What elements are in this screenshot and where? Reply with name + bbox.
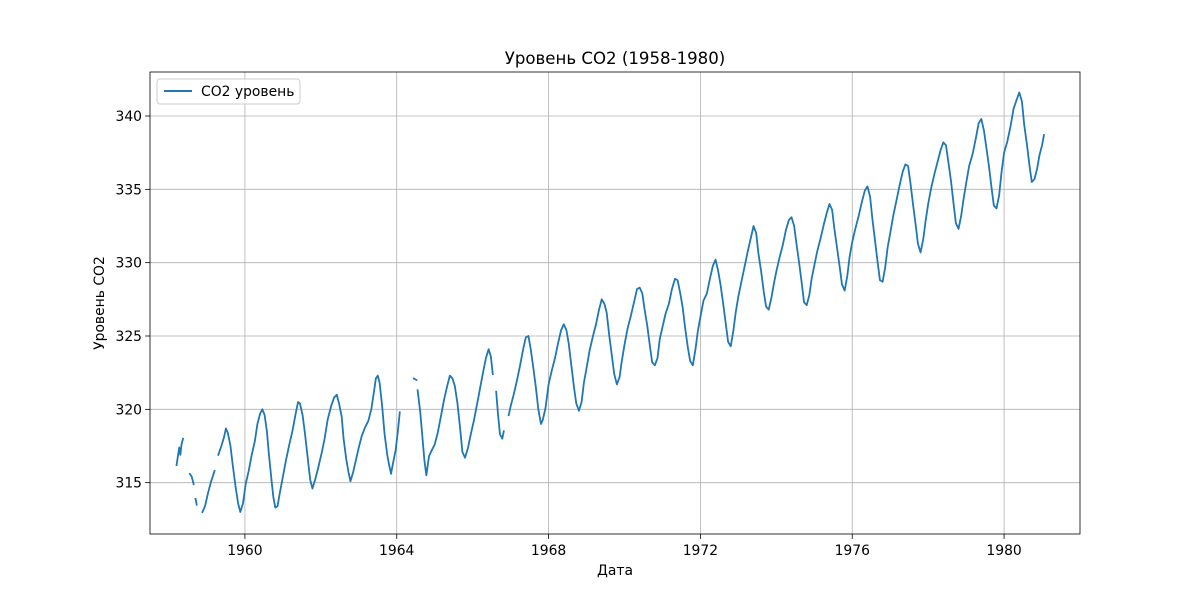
x-tick-label: 1972 bbox=[683, 543, 718, 559]
legend: CO2 уровень bbox=[156, 78, 301, 105]
x-tick-label: 1968 bbox=[531, 543, 566, 559]
y-axis-label: Уровень CO2 bbox=[92, 256, 108, 350]
y-axis-ticks: 315 320 325 330 335 340 bbox=[115, 109, 150, 492]
x-tick-label: 1980 bbox=[986, 543, 1021, 559]
grid-lines bbox=[150, 72, 1080, 534]
plot-frame bbox=[149, 71, 1081, 535]
legend-frame bbox=[156, 78, 301, 105]
x-tick-label: 1976 bbox=[835, 543, 870, 559]
x-tick-label: 1960 bbox=[227, 543, 262, 559]
x-tick-label: 1964 bbox=[379, 543, 415, 559]
series-layer bbox=[175, 91, 1045, 514]
series-line-co2 bbox=[175, 91, 1045, 514]
y-tick-label: 335 bbox=[115, 182, 142, 198]
legend-series-label: CO2 уровень bbox=[201, 84, 294, 100]
y-tick-label: 340 bbox=[115, 109, 142, 125]
x-axis-label: Дата bbox=[597, 563, 633, 579]
y-tick-label: 325 bbox=[115, 329, 142, 345]
y-tick-label: 330 bbox=[115, 256, 142, 272]
x-axis-ticks: 1960 1964 1968 1972 1976 1980 bbox=[227, 534, 1022, 559]
y-tick-label: 320 bbox=[115, 402, 142, 418]
plot-area-background bbox=[150, 72, 1080, 534]
y-tick-label: 315 bbox=[115, 476, 142, 492]
chart-title: Уровень CO2 (1958-1980) bbox=[505, 49, 726, 68]
